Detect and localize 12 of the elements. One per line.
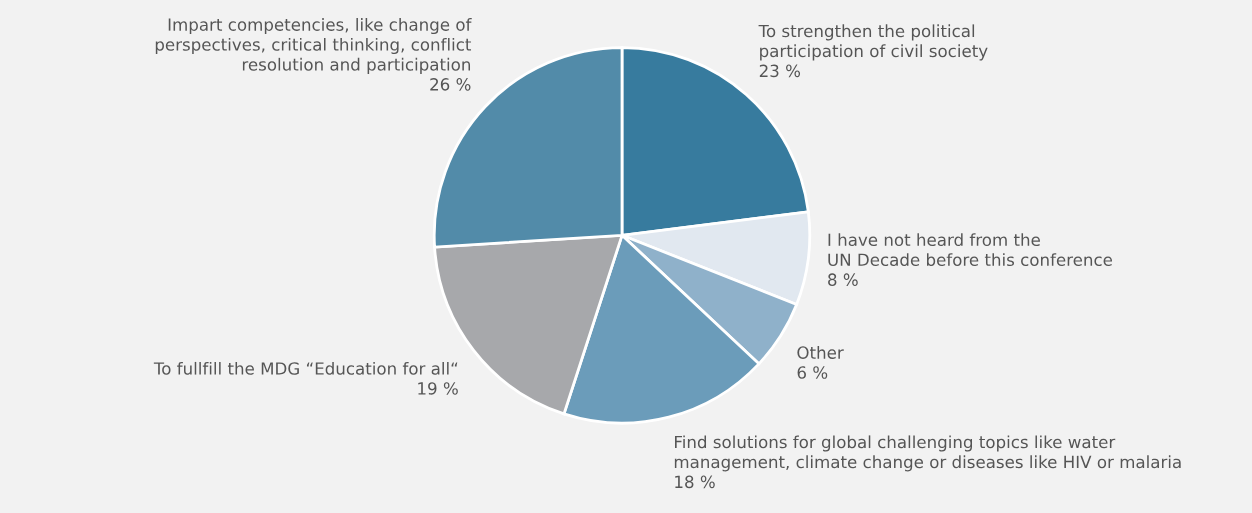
- slice-label: To strengthen the political participation of civil society: [758, 24, 988, 61]
- data-label: 18 %: [675, 475, 715, 489]
- data-label: 26 %: [430, 78, 471, 91]
- data-label: 6 %: [797, 366, 828, 379]
- slice-label: Other: [797, 345, 844, 359]
- data-label: 23 %: [759, 64, 801, 78]
- data-label: 8 %: [828, 273, 858, 286]
- slice-label: To fullfill the MDG “Education for all“: [153, 361, 458, 375]
- data-label: 19 %: [418, 382, 458, 395]
- slice-label: Find solutions for global challenging topics like water management, climate change or diseases like HIV or malaria: [674, 435, 1181, 472]
- slice-label: I have not heard from the UN Decade before this conference: [828, 233, 1113, 267]
- slice-label: Impart competencies, like change of perspectives, critical thinking, conflict resolution and participation: [155, 17, 472, 74]
